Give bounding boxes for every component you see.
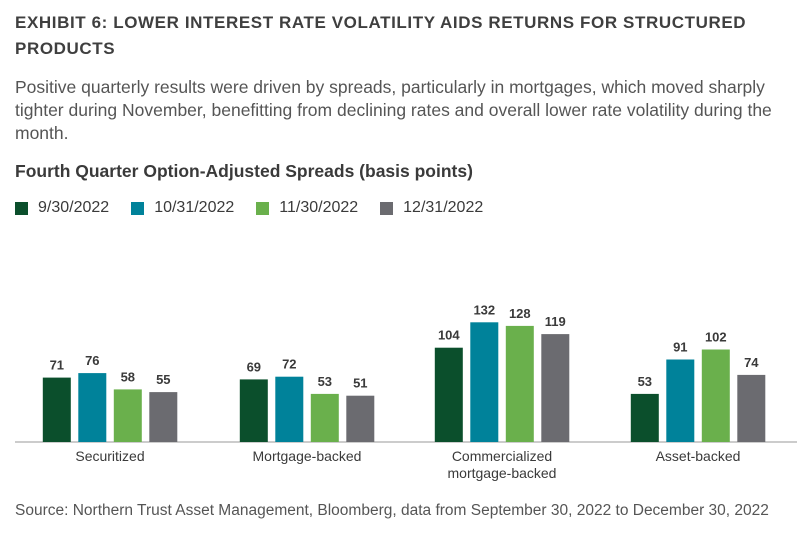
chart-title: Fourth Quarter Option-Adjusted Spreads (… bbox=[15, 161, 473, 181]
bar-2-0 bbox=[434, 347, 463, 442]
data-label-2-1: 132 bbox=[473, 302, 495, 317]
bar-1-2 bbox=[310, 393, 339, 442]
legend-swatch-2 bbox=[256, 201, 270, 215]
bar-0-1 bbox=[78, 373, 107, 442]
category-label-1: Mortgage-backed bbox=[253, 448, 362, 464]
bar-1-0 bbox=[239, 379, 268, 442]
bar-chart: 71 76 58 55 Securitized 69 72 53 51 Mortgage-back… bbox=[15, 302, 797, 481]
legend: 9/30/2022 10/31/2022 11/30/2022 12/31/20… bbox=[15, 199, 505, 217]
legend-item-2: 11/30/2022 bbox=[256, 199, 358, 217]
legend-swatch-0 bbox=[15, 201, 28, 215]
bar-3-3 bbox=[737, 374, 766, 442]
chart-subtitle: Positive quarterly results were driven b… bbox=[15, 77, 772, 143]
legend-label-1: 10/31/2022 bbox=[154, 199, 235, 216]
legend-item-0: 9/30/2022 bbox=[15, 199, 109, 217]
bar-0-0 bbox=[42, 377, 71, 442]
data-label-1-1: 72 bbox=[282, 357, 296, 372]
category-label-2-line-1: mortgage-backed bbox=[448, 465, 557, 481]
data-label-0-1: 76 bbox=[85, 353, 99, 368]
data-label-2-0: 104 bbox=[438, 328, 460, 343]
data-label-3-2: 102 bbox=[705, 330, 727, 345]
bar-2-3 bbox=[541, 334, 570, 442]
data-label-2-2: 128 bbox=[509, 306, 531, 321]
category-label-3: Asset-backed bbox=[656, 448, 741, 464]
category-label-2-line-0: Commercialized bbox=[452, 448, 552, 464]
bar-3-0 bbox=[630, 393, 659, 442]
data-label-1-0: 69 bbox=[247, 359, 261, 374]
data-label-0-0: 71 bbox=[50, 358, 64, 373]
bar-0-2 bbox=[113, 389, 142, 442]
data-label-1-2: 53 bbox=[318, 374, 332, 389]
data-label-3-0: 53 bbox=[638, 374, 652, 389]
bar-2-1 bbox=[470, 322, 499, 442]
legend-swatch-1 bbox=[131, 201, 145, 215]
data-label-0-3: 55 bbox=[156, 372, 170, 387]
bar-0-3 bbox=[149, 392, 178, 442]
data-label-0-2: 58 bbox=[121, 369, 135, 384]
bar-3-1 bbox=[666, 359, 695, 442]
exhibit-title: EXHIBIT 6: LOWER INTEREST RATE VOLATILIT… bbox=[15, 13, 747, 58]
bar-2-2 bbox=[505, 325, 534, 442]
category-label-0: Securitized bbox=[75, 448, 144, 464]
legend-label-2: 11/30/2022 bbox=[279, 199, 359, 216]
legend-label-3: 12/31/2022 bbox=[403, 199, 484, 216]
legend-swatch-3 bbox=[380, 201, 394, 215]
data-label-2-3: 119 bbox=[545, 314, 566, 329]
data-label-3-1: 91 bbox=[673, 340, 687, 355]
data-label-3-3: 74 bbox=[744, 355, 759, 370]
legend-item-1: 10/31/2022 bbox=[131, 199, 234, 217]
bar-1-1 bbox=[275, 376, 304, 442]
data-label-1-3: 51 bbox=[353, 376, 367, 391]
legend-item-3: 12/31/2022 bbox=[380, 199, 483, 217]
legend-label-0: 9/30/2022 bbox=[38, 199, 110, 216]
bar-1-3 bbox=[346, 395, 375, 442]
bar-3-2 bbox=[701, 349, 730, 442]
source-note: Source: Northern Trust Asset Management,… bbox=[15, 502, 769, 519]
